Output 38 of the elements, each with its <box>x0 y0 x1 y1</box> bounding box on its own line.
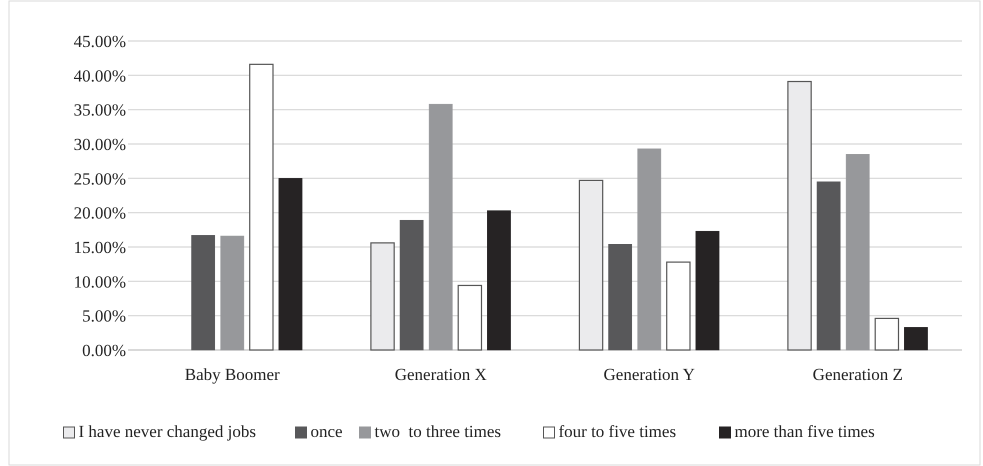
y-tick-label: 35.00% <box>74 100 126 120</box>
x-tick-label: Generation Z <box>812 365 903 384</box>
y-tick-label: 30.00% <box>74 134 126 154</box>
bar <box>400 220 424 350</box>
legend-label: I have never changed jobs <box>78 422 256 441</box>
legend-label: four to five times <box>558 422 676 441</box>
y-tick-label: 5.00% <box>82 306 126 326</box>
bar <box>608 244 632 350</box>
bar <box>874 318 900 351</box>
legend-label: once <box>310 422 343 441</box>
x-tick-label: Baby Boomer <box>184 365 280 384</box>
x-tick-label: Generation Y <box>604 365 695 384</box>
bar <box>787 80 812 351</box>
bar <box>578 180 604 351</box>
bar <box>666 262 691 351</box>
bar <box>428 104 453 350</box>
y-tick-label: 10.00% <box>74 272 126 292</box>
bar <box>846 154 870 350</box>
y-tick-label: 20.00% <box>74 204 126 223</box>
y-tick-label: 40.00% <box>74 66 126 86</box>
bar <box>904 327 928 350</box>
y-tick-label: 0.00% <box>82 340 126 360</box>
legend-label: more than five times <box>734 422 875 441</box>
bar <box>696 230 720 350</box>
bar <box>370 242 395 351</box>
bar <box>458 284 482 351</box>
y-tick-label: 45.00% <box>74 32 126 51</box>
bar <box>816 182 841 350</box>
bar <box>220 236 244 350</box>
x-tick-label: Generation X <box>394 365 487 384</box>
bar <box>487 210 511 350</box>
y-tick-label: 25.00% <box>74 169 126 188</box>
bar <box>278 178 302 350</box>
y-tick-label: 15.00% <box>74 238 126 257</box>
bar <box>191 235 216 350</box>
bar <box>249 64 274 351</box>
bar <box>637 148 662 350</box>
legend-label: two to three times <box>374 422 502 441</box>
